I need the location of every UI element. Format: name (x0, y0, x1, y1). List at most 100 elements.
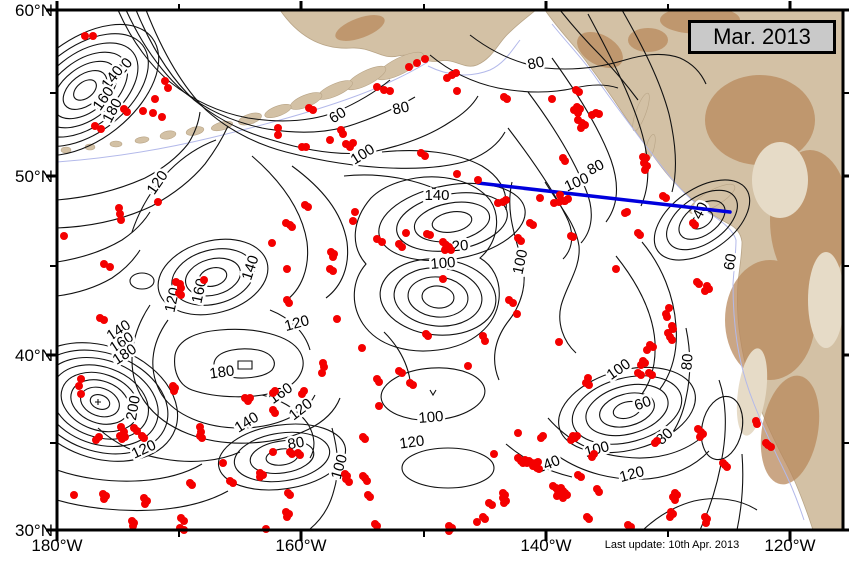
station-dot (378, 238, 386, 246)
axis-labels: 180°W 160°W 140°W 120°W 60°N 50°N 40°N 30°N (15, 1, 816, 555)
station-dot (361, 435, 369, 443)
station-dot (288, 223, 296, 231)
station-dot (123, 108, 131, 116)
station-dot (326, 136, 334, 144)
station-dot (464, 362, 472, 370)
station-dot (767, 443, 775, 451)
contour-value-label: 100 (510, 248, 532, 276)
station-dot (283, 513, 291, 521)
station-dot (70, 491, 78, 499)
station-dot (333, 315, 341, 323)
station-dot (539, 432, 547, 440)
station-dot (296, 451, 304, 459)
contour-value-label: 80 (526, 53, 546, 73)
station-dot (561, 157, 569, 165)
station-dot (219, 459, 227, 467)
station-dot (421, 55, 429, 63)
station-dot (452, 69, 460, 77)
x-axis-label: 180°W (31, 536, 82, 555)
station-dot (426, 231, 434, 239)
station-dot (636, 231, 644, 239)
station-dot (662, 194, 670, 202)
station-dot (402, 229, 410, 237)
station-dot (106, 263, 114, 271)
contour-value-label: 120 (286, 395, 316, 424)
station-dot (453, 87, 461, 95)
station-dot (154, 198, 162, 206)
station-dot (653, 437, 661, 445)
station-dot (481, 337, 489, 345)
station-dot (409, 381, 417, 389)
station-dot (318, 369, 326, 377)
station-dot (373, 522, 381, 530)
station-dot (641, 166, 649, 174)
contour-value-label: 140 (232, 409, 262, 437)
date-label: Mar. 2013 (713, 24, 811, 49)
station-dot (170, 387, 178, 395)
contour-lines (57, 10, 758, 530)
station-dot (585, 515, 593, 523)
station-dot (271, 409, 279, 417)
station-dot (398, 369, 406, 377)
station-dot (590, 450, 598, 458)
station-dot (701, 287, 709, 295)
contour-value-label: 120 (283, 312, 312, 335)
station-dot (304, 203, 312, 211)
station-dot (490, 450, 498, 458)
station-dot (117, 216, 125, 224)
station-dot (413, 59, 421, 67)
station-dot (339, 130, 347, 138)
contour-value-label: 80 (584, 156, 607, 179)
station-dot (595, 110, 603, 118)
station-dot (329, 267, 337, 275)
contour-value-label: 100 (604, 355, 634, 383)
y-axis-label: 60°N (15, 1, 53, 20)
station-dot (569, 233, 577, 241)
contour-value-label: 140 (424, 187, 449, 204)
contour-value-label: 100 (583, 438, 612, 461)
station-dot (246, 394, 254, 402)
station-dot (577, 124, 585, 132)
date-label-box: Mar. 2013 (688, 20, 836, 54)
station-dot (373, 83, 381, 91)
station-dot (503, 95, 511, 103)
y-axis-label: 50°N (15, 167, 53, 186)
station-dot (585, 381, 593, 389)
map-frame (55, 8, 845, 532)
station-dot (100, 495, 108, 503)
station-dot (286, 491, 294, 499)
station-dot (149, 109, 157, 117)
station-dot (509, 299, 517, 307)
contour-value-label: 140 (239, 253, 263, 282)
station-dot (529, 221, 537, 229)
station-dot (268, 239, 276, 247)
station-dot (229, 479, 237, 487)
station-dot (115, 204, 123, 212)
station-dot (555, 338, 563, 346)
station-dot (164, 84, 172, 92)
station-dot (695, 280, 703, 288)
station-dot (514, 429, 522, 437)
station-dot (97, 125, 105, 133)
station-dot (665, 304, 673, 312)
station-dot (91, 122, 99, 130)
station-dot (283, 265, 291, 273)
contour-value-label: 80 (391, 98, 411, 118)
station-dot (643, 346, 651, 354)
station-dot (668, 336, 676, 344)
station-dot (95, 433, 103, 441)
station-dot (349, 139, 357, 147)
station-dot (375, 402, 383, 410)
station-dot (363, 477, 371, 485)
station-dot (89, 32, 97, 40)
y-axis-label: 40°N (15, 346, 53, 365)
station-dot (309, 106, 317, 114)
station-dot (349, 217, 357, 225)
station-dot (180, 517, 188, 525)
x-axis-label: 160°W (275, 536, 326, 555)
station-dot (702, 519, 710, 527)
station-dot (753, 420, 761, 428)
station-dot (271, 387, 279, 395)
station-dots (60, 32, 775, 535)
station-dot (559, 493, 567, 501)
